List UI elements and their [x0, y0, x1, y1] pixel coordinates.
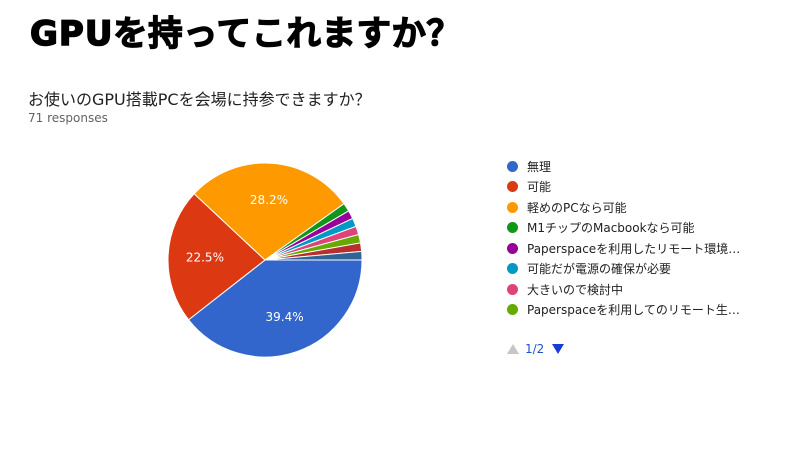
legend-dot-icon	[507, 263, 518, 275]
legend-label: 無理	[527, 159, 552, 174]
legend-label: M1チップのMacbookなら可能	[527, 221, 695, 236]
slice-label-2: 28.2%	[250, 193, 288, 207]
legend: 無理可能軽めのPCなら可能 M1チップのMacbookなら可能 Paperspace…	[507, 156, 767, 320]
legend-item[interactable]: 無理	[507, 156, 767, 177]
legend-label: 可能	[527, 180, 552, 195]
legend-label: Paperspaceを利用してのリモート生…	[527, 303, 740, 318]
slide-title: GPUを持ってこれますか？	[29, 13, 462, 55]
legend-label: Paperspaceを利用したリモート環境…	[527, 241, 741, 256]
legend-item[interactable]: 可能	[507, 177, 767, 198]
legend-dot-icon	[507, 283, 518, 295]
legend-item[interactable]: 軽めのPCなら可能	[507, 197, 767, 218]
legend-item[interactable]: Paperspaceを利用してのリモート生…	[507, 300, 767, 321]
legend-label: 軽めのPCなら可能	[527, 200, 627, 215]
pie-slice-9[interactable]	[264, 250, 363, 261]
legend-dot-icon	[507, 160, 518, 172]
legend-item[interactable]: Paperspaceを利用したリモート環境…	[507, 238, 767, 259]
pie-slice-0[interactable]	[187, 259, 363, 358]
page-down-icon[interactable]	[552, 344, 565, 354]
legend-pager: 1/2	[507, 342, 565, 356]
slice-label-1: 22.5%	[186, 250, 224, 264]
legend-page-indicator: 1/2	[525, 342, 545, 356]
pie-slice-2[interactable]	[193, 162, 345, 261]
pie-chart: 39.4% 22.5% 28.2%	[167, 162, 363, 358]
legend-item[interactable]: 大きいので検討中	[507, 279, 767, 300]
legend-item[interactable]: 可能だが電源の確保が必要	[507, 259, 767, 280]
slice-label-0: 39.4%	[266, 310, 304, 324]
response-count: 71 responses	[28, 111, 108, 125]
legend-dot-icon	[507, 242, 518, 254]
legend-dot-icon	[507, 181, 518, 193]
legend-dot-icon	[507, 304, 518, 316]
legend-item[interactable]: M1チップのMacbookなら可能	[507, 218, 767, 239]
pie-slice-1[interactable]	[167, 193, 266, 321]
page-up-icon[interactable]	[507, 344, 519, 354]
legend-dot-icon	[507, 201, 518, 213]
legend-label: 可能だが電源の確保が必要	[527, 262, 672, 277]
legend-dot-icon	[507, 222, 518, 234]
legend-label: 大きいので検討中	[527, 282, 624, 297]
question-title: お使いのGPU搭載PCを会場に持参できますか？	[28, 90, 371, 109]
